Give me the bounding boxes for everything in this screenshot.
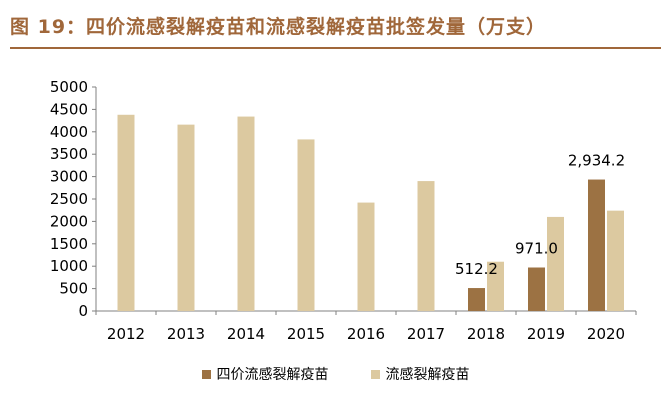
- legend-item-quadrivalent: 四价流感裂解疫苗: [201, 364, 329, 384]
- x-tick-label: 2019: [527, 325, 565, 343]
- legend-item-split: 流感裂解疫苗: [370, 364, 470, 384]
- chart-title: 图 19：四价流感裂解疫苗和流感裂解疫苗批签发量（万支）: [10, 16, 547, 38]
- bar-split-2012: [117, 114, 135, 311]
- legend: 四价流感裂解疫苗 流感裂解疫苗: [0, 364, 671, 384]
- data-label-quadrivalent-2018: 512.2: [455, 260, 498, 278]
- bar-split-2017: [417, 181, 435, 311]
- bar-split-2020: [607, 210, 624, 311]
- x-tick-label: 2013: [167, 325, 205, 343]
- bar-split-2016: [357, 202, 375, 311]
- y-tick-label: 4500: [50, 100, 88, 118]
- y-tick-label: 2500: [50, 190, 88, 208]
- y-tick-label: 5000: [50, 78, 88, 96]
- x-tick-label: 2014: [227, 325, 265, 343]
- bar-split-2018: [487, 261, 504, 311]
- bar-quadrivalent-2019: [528, 267, 545, 311]
- y-axis-ticks: 0 500 1000 1500 2000 2500 3000 3500 4000 4500 5000: [50, 78, 96, 320]
- bar-quadrivalent-2018: [468, 288, 485, 311]
- data-labels: 512.2 971.0 2,934.2: [455, 152, 625, 279]
- bars: [117, 114, 624, 312]
- bar-quadrivalent-2020: [588, 179, 605, 311]
- y-tick-label: 2000: [50, 212, 88, 230]
- x-tick-label: 2018: [467, 325, 505, 343]
- legend-label-quadrivalent: 四价流感裂解疫苗: [216, 367, 329, 383]
- y-tick-label: 500: [59, 280, 88, 298]
- data-label-quadrivalent-2019: 971.0: [515, 239, 558, 257]
- y-tick-label: 0: [78, 302, 88, 320]
- legend-swatch-split: [370, 369, 380, 379]
- x-tick-label: 2015: [287, 325, 325, 343]
- bar-split-2013: [177, 124, 195, 311]
- y-tick-label: 1000: [50, 257, 88, 275]
- bar-split-2014: [237, 116, 255, 312]
- x-tick-label: 2016: [347, 325, 385, 343]
- data-label-quadrivalent-2020: 2,934.2: [568, 152, 625, 170]
- legend-label-split: 流感裂解疫苗: [385, 367, 470, 383]
- y-tick-label: 4000: [50, 123, 88, 141]
- legend-swatch-quadrivalent: [201, 369, 211, 379]
- x-tick-label: 2012: [107, 325, 145, 343]
- bar-split-2019: [547, 216, 564, 311]
- y-tick-label: 3500: [50, 145, 88, 163]
- x-axis-ticks: 2012 2013 2014 2015 2016 2017 2018 2019 2020: [95, 311, 637, 343]
- title-divider: [10, 47, 661, 49]
- x-tick-label: 2020: [587, 325, 625, 343]
- y-tick-label: 3000: [50, 168, 88, 186]
- bar-split-2015: [297, 139, 315, 311]
- y-tick-label: 1500: [50, 235, 88, 253]
- x-tick-label: 2017: [407, 325, 445, 343]
